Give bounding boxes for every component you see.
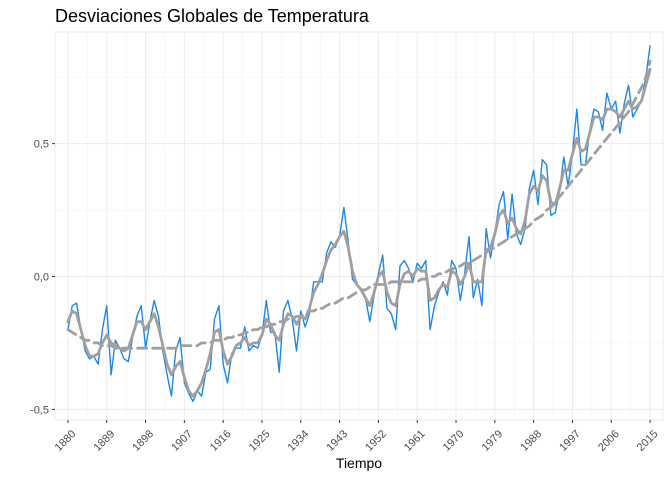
series-line-trend	[66, 59, 652, 350]
chart-title: Desviaciones Globales de Temperatura	[55, 6, 370, 26]
x-axis-title: Tiempo	[336, 455, 382, 471]
y-tick-label: -0,5	[30, 404, 49, 416]
y-axis-ticks: -0,5 0,0 0,5	[30, 139, 55, 416]
series-layer	[66, 45, 652, 403]
y-tick-label: 0,5	[34, 139, 49, 151]
y-tick-label: 0,0	[34, 271, 49, 283]
